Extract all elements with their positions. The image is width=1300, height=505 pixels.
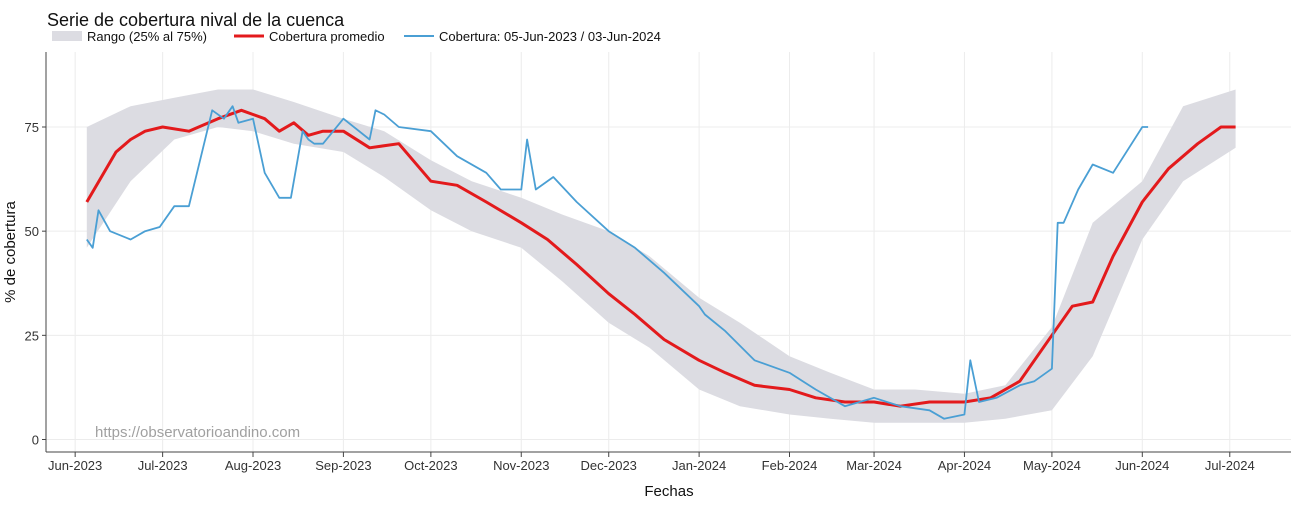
series-mean-line <box>85 108 1236 408</box>
line-layer <box>85 105 1236 420</box>
legend: Rango (25% al 75%) Cobertura promedio Cobe… <box>52 29 661 44</box>
y-tick-label: 75 <box>25 120 39 135</box>
y-tick-label: 0 <box>32 433 39 448</box>
y-tick-label: 25 <box>25 328 39 343</box>
x-tick-label: Oct-2023 <box>404 458 457 473</box>
x-tick-label: Jun-2023 <box>48 458 102 473</box>
x-tick-label: Jul-2024 <box>1205 458 1255 473</box>
range-band-layer <box>86 89 1236 423</box>
legend-entry-label: Cobertura promedio <box>269 29 385 44</box>
series-coverage-line <box>86 105 1149 420</box>
y-axis-ticks: 0 25 50 75 <box>25 120 46 448</box>
legend-entry-label: Cobertura: 05-Jun-2023 / 03-Jun-2024 <box>439 29 661 44</box>
legend-swatch-band <box>52 31 82 41</box>
legend-entry-label: Rango (25% al 75%) <box>87 29 207 44</box>
series-range-band <box>86 89 1236 423</box>
x-tick-label: May-2024 <box>1023 458 1081 473</box>
x-tick-label: Nov-2023 <box>493 458 549 473</box>
x-tick-label: Aug-2023 <box>225 458 281 473</box>
x-tick-label: Jun-2024 <box>1115 458 1169 473</box>
y-tick-label: 50 <box>25 224 39 239</box>
x-tick-label: Mar-2024 <box>846 458 902 473</box>
x-tick-label: Sep-2023 <box>315 458 371 473</box>
x-tick-label: Dec-2023 <box>581 458 637 473</box>
x-tick-label: Feb-2024 <box>762 458 818 473</box>
chart-title: Serie de cobertura nival de la cuenca <box>47 10 345 30</box>
watermark-url: https://observatorioandino.com <box>95 424 300 441</box>
x-tick-label: Jan-2024 <box>672 458 726 473</box>
y-axis-label: % de cobertura <box>2 200 19 302</box>
x-tick-label: Apr-2024 <box>938 458 991 473</box>
x-axis-label: Fechas <box>644 483 693 500</box>
x-axis-ticks: Jun-2023 Jul-2023 Aug-2023 Sep-2023 Oct-2023… <box>48 452 1255 473</box>
x-tick-label: Jul-2023 <box>138 458 188 473</box>
